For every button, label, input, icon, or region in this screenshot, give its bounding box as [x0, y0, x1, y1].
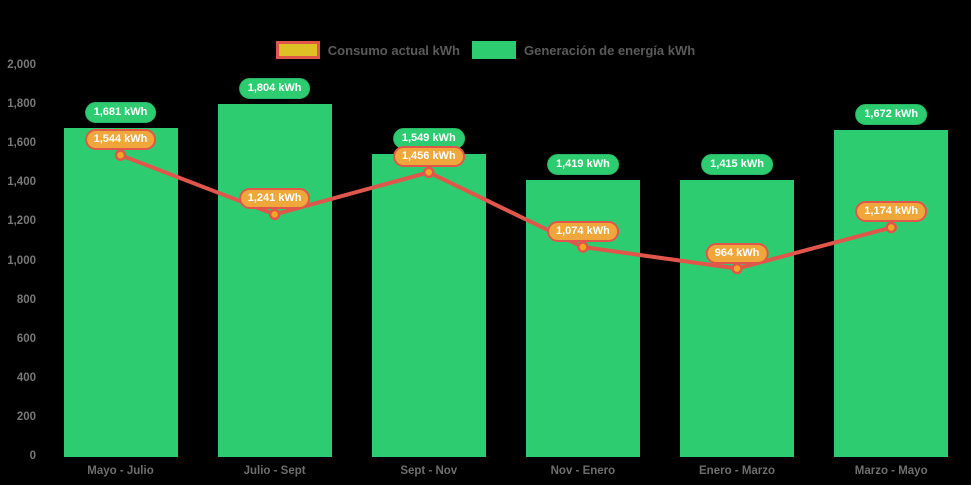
- x-axis-category-label: Marzo - Mayo: [854, 465, 928, 477]
- consumption-value-badge: 1,174 kWh: [855, 201, 928, 223]
- generation-bar: [680, 180, 795, 457]
- generation-bar: [63, 128, 178, 457]
- x-axis-category-label: Enero - Marzo: [699, 465, 776, 477]
- y-axis-tick-mark: [63, 104, 69, 107]
- consumption-value-badge: 1,074 kWh: [547, 221, 619, 243]
- generation-value-badge: 1,415 kWh: [701, 154, 773, 176]
- x-axis-category-label: Sept - Nov: [400, 465, 458, 477]
- consumption-value-badge: 1,456 kWh: [392, 146, 465, 168]
- legend-swatch-icon: [275, 41, 320, 59]
- generation-bar: [834, 130, 949, 457]
- y-axis-tick-mark: [63, 65, 69, 67]
- x-axis-category-label: Mayo - Julio: [87, 465, 154, 477]
- y-axis-tick-label: 400: [16, 371, 36, 384]
- data-point-marker: [114, 149, 127, 161]
- y-axis-tick-label: 600: [16, 332, 36, 345]
- data-point-marker: [731, 262, 743, 275]
- data-point-marker: [885, 221, 897, 234]
- chart-legend: Consumo actual kWh Generación de energía …: [0, 40, 971, 60]
- legend-swatch-icon: [471, 41, 516, 59]
- consumption-value-badge: 964 kWh: [705, 242, 769, 264]
- generation-value-badge: 1,681 kWh: [84, 102, 157, 124]
- generation-value-badge: 1,419 kWh: [547, 153, 619, 175]
- data-point-marker: [423, 166, 435, 179]
- y-axis-tick-label: 200: [16, 410, 36, 423]
- data-point-marker: [577, 241, 589, 253]
- data-point-marker: [268, 208, 281, 221]
- y-axis-tick-label: 1,200: [7, 215, 36, 228]
- y-axis-tick-label: 0: [29, 450, 36, 462]
- y-axis-tick-label: 2,000: [7, 59, 36, 71]
- x-axis-category-label: Julio - Sept: [243, 465, 306, 477]
- y-axis-tick-label: 1,800: [7, 98, 36, 111]
- generation-value-badge: 1,672 kWh: [855, 104, 928, 126]
- generation-bar: [371, 154, 486, 457]
- x-axis-category-label: Nov - Enero: [550, 465, 616, 477]
- generation-bar: [217, 104, 332, 457]
- legend-item[interactable]: Generación de energía kWh: [471, 41, 696, 59]
- legend-label: Consumo actual kWh: [327, 42, 460, 58]
- y-axis-tick-label: 1,000: [7, 254, 36, 267]
- legend-label: Generación de energía kWh: [523, 42, 696, 58]
- consumption-line: [118, 153, 894, 271]
- consumption-value-badge: 1,544 kWh: [84, 129, 157, 151]
- y-axis-tick-label: 800: [16, 293, 36, 306]
- consumption-value-badge: 1,241 kWh: [238, 188, 311, 210]
- y-axis-tick-label: 1,600: [7, 137, 36, 150]
- generation-value-badge: 1,804 kWh: [238, 78, 311, 100]
- y-axis-tick-label: 1,400: [7, 176, 36, 189]
- legend-item[interactable]: Consumo actual kWh: [275, 41, 460, 59]
